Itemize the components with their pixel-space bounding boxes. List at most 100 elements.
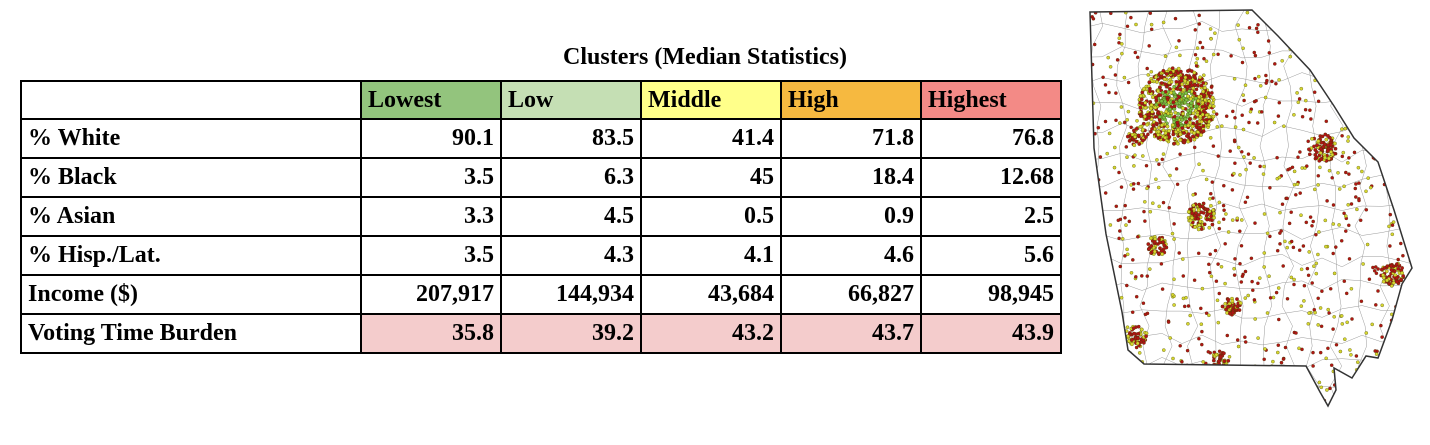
precinct-point xyxy=(1291,245,1296,250)
precinct-point xyxy=(1170,66,1175,71)
precinct-point xyxy=(1168,336,1172,340)
precinct-point xyxy=(1328,287,1333,291)
precinct-point xyxy=(1344,35,1348,39)
precinct-point xyxy=(1107,90,1111,95)
precinct-point xyxy=(1342,211,1346,216)
precinct-point xyxy=(1115,58,1120,62)
county-border xyxy=(1090,254,1412,268)
precinct-point xyxy=(1186,102,1191,107)
precinct-point xyxy=(1244,167,1248,172)
precinct-point xyxy=(1118,229,1122,233)
precinct-point xyxy=(1151,123,1156,128)
precinct-point xyxy=(1373,349,1377,353)
precinct-point xyxy=(1207,262,1211,267)
precinct-point xyxy=(1161,128,1166,132)
precinct-point xyxy=(1312,307,1317,312)
precinct-point xyxy=(1150,391,1155,396)
precinct-point xyxy=(1351,45,1356,50)
header-corner-cell xyxy=(20,80,362,120)
precinct-point xyxy=(1219,366,1224,371)
precinct-point xyxy=(1311,364,1315,368)
precinct-point xyxy=(1117,236,1121,241)
precinct-point xyxy=(1147,116,1151,120)
precinct-point xyxy=(1178,138,1183,142)
precinct-point xyxy=(1237,308,1242,312)
table-cell: 4.1 xyxy=(640,235,782,276)
precinct-point xyxy=(1199,133,1203,137)
precinct-point xyxy=(1278,15,1283,19)
precinct-point xyxy=(1177,104,1182,109)
precinct-point xyxy=(1344,214,1348,218)
precinct-point xyxy=(1201,360,1205,364)
precinct-point xyxy=(1182,140,1187,145)
precinct-point xyxy=(1319,385,1324,390)
precinct-point xyxy=(1202,73,1206,77)
precinct-point xyxy=(1340,322,1345,326)
precinct-point xyxy=(1150,109,1155,114)
precinct-point xyxy=(1307,250,1311,254)
precinct-point xyxy=(1191,193,1195,197)
precinct-point xyxy=(1391,281,1396,285)
table-row-black: % Black 3.5 6.3 45 18.4 12.68 xyxy=(20,157,1062,198)
precinct-point xyxy=(1134,275,1138,279)
precinct-point xyxy=(1133,134,1137,139)
precinct-point xyxy=(1211,196,1215,200)
precinct-point xyxy=(1236,145,1241,150)
precinct-point xyxy=(1156,185,1161,190)
precinct-point xyxy=(1332,315,1336,319)
precinct-point xyxy=(1193,52,1198,57)
precinct-point xyxy=(1341,150,1346,155)
precinct-point xyxy=(1340,154,1345,159)
precinct-point xyxy=(1172,380,1177,384)
precinct-point xyxy=(1373,75,1377,80)
precinct-point xyxy=(1255,121,1260,125)
precinct-point xyxy=(1354,195,1358,199)
precinct-point xyxy=(1156,89,1161,94)
precinct-point xyxy=(1408,54,1412,59)
precinct-point xyxy=(1127,219,1132,224)
precinct-point xyxy=(1090,270,1095,274)
precinct-point xyxy=(1111,296,1115,300)
precinct-point xyxy=(1192,278,1197,282)
precinct-point xyxy=(1232,138,1237,142)
precinct-point xyxy=(1299,32,1303,36)
precinct-point xyxy=(1409,89,1412,93)
georgia-cluster-map xyxy=(1089,9,1413,408)
precinct-point xyxy=(1358,218,1363,223)
precinct-point xyxy=(1371,265,1375,270)
precinct-point xyxy=(1132,143,1137,148)
precinct-point xyxy=(1116,218,1121,223)
precinct-point xyxy=(1221,366,1226,371)
precinct-point xyxy=(1213,31,1217,35)
precinct-point xyxy=(1214,352,1219,357)
precinct-point xyxy=(1194,87,1199,92)
precinct-point xyxy=(1180,82,1184,87)
precinct-point xyxy=(1108,357,1113,362)
table-cell: 41.4 xyxy=(640,118,782,159)
precinct-point xyxy=(1205,217,1209,222)
precinct-point xyxy=(1240,218,1244,222)
precinct-point xyxy=(1112,165,1117,170)
precinct-point xyxy=(1327,311,1331,315)
precinct-point xyxy=(1222,351,1226,356)
precinct-point xyxy=(1229,54,1233,58)
precinct-point xyxy=(1189,101,1194,105)
precinct-point xyxy=(1256,336,1260,340)
precinct-point xyxy=(1354,354,1359,358)
precinct-point xyxy=(1118,264,1123,269)
precinct-point xyxy=(1152,239,1157,244)
precinct-point xyxy=(1347,257,1352,261)
precinct-point xyxy=(1303,107,1308,112)
precinct-point xyxy=(1196,98,1201,103)
precinct-point xyxy=(1188,313,1192,318)
precinct-point xyxy=(1200,45,1205,50)
precinct-point xyxy=(1321,26,1326,30)
precinct-point xyxy=(1138,124,1143,129)
precinct-point xyxy=(1339,239,1344,243)
precinct-point xyxy=(1102,317,1106,321)
precinct-point xyxy=(1374,352,1379,356)
precinct-point xyxy=(1139,114,1143,118)
precinct-point xyxy=(1196,227,1201,232)
precinct-point xyxy=(1196,216,1201,221)
precinct-point xyxy=(1274,18,1278,23)
